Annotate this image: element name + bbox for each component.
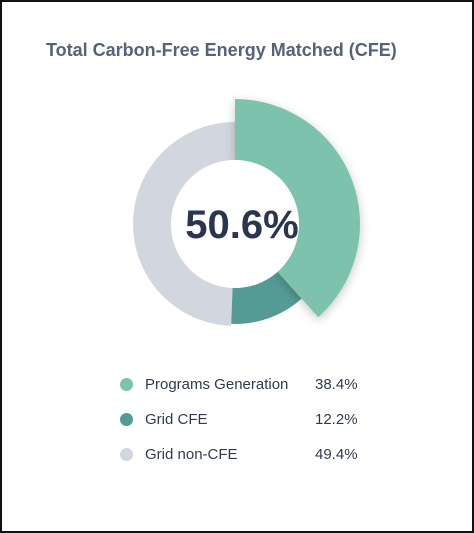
chart-title: Total Carbon-Free Energy Matched (CFE) [46, 40, 397, 60]
legend-swatch [120, 413, 133, 426]
legend-label: Grid non-CFE [145, 446, 238, 463]
center-value: 50.6% [185, 203, 298, 247]
legend-value: 49.4% [315, 446, 358, 463]
legend: Programs Generation 38.4% Grid CFE 12.2% Gri… [120, 367, 358, 472]
legend-item-grid-cfe[interactable]: Grid CFE 12.2% [120, 402, 358, 437]
slice-grid-cfe[interactable] [231, 271, 302, 325]
legend-label: Grid CFE [145, 411, 208, 428]
legend-value: 38.4% [315, 376, 358, 393]
donut-slices [133, 99, 361, 326]
legend-value: 12.2% [315, 411, 358, 428]
legend-swatch [120, 378, 133, 391]
slice-programs-generation[interactable] [235, 99, 361, 318]
legend-item-programs-generation[interactable]: Programs Generation 38.4% [120, 367, 358, 402]
donut-hole [171, 160, 299, 288]
legend-swatch [120, 448, 133, 461]
legend-item-grid-non-cfe[interactable]: Grid non-CFE 49.4% [120, 437, 358, 472]
slice-grid-non-cfe[interactable] [133, 122, 235, 326]
legend-label: Programs Generation [145, 376, 289, 393]
